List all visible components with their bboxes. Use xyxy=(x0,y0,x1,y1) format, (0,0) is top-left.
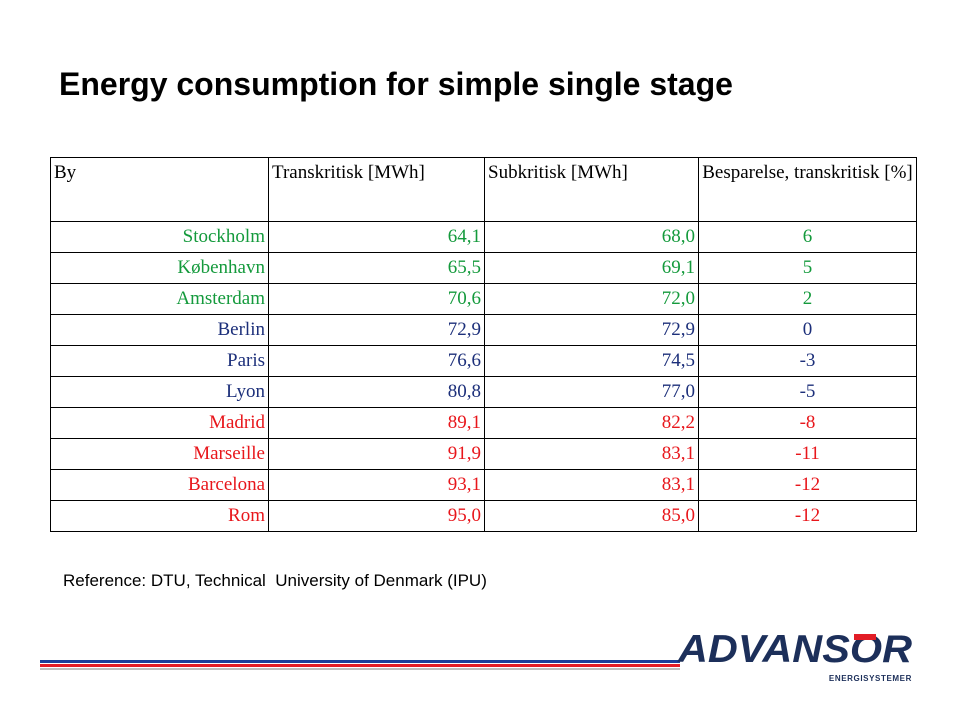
cell-besparelse: 2 xyxy=(698,283,917,315)
cell-transkritisk: 72,9 xyxy=(268,314,485,346)
footer-line-gray xyxy=(40,668,680,670)
table-row: Madrid 89,1 82,2 -8 xyxy=(50,407,917,439)
cell-city: København xyxy=(50,252,269,284)
cell-transkritisk: 76,6 xyxy=(268,345,485,377)
cell-subkritisk: 85,0 xyxy=(484,500,699,532)
table-row: Stockholm 64,1 68,0 6 xyxy=(50,221,917,253)
table-row: Berlin 72,9 72,9 0 xyxy=(50,314,917,346)
logo-wordmark: ADVANSOR xyxy=(677,628,912,671)
cell-subkritisk: 74,5 xyxy=(484,345,699,377)
cell-city: Lyon xyxy=(50,376,269,408)
cell-subkritisk: 83,1 xyxy=(484,469,699,501)
cell-besparelse: -8 xyxy=(698,407,917,439)
cell-subkritisk: 83,1 xyxy=(484,438,699,470)
header-city: By xyxy=(50,157,269,222)
energy-table: By Transkritisk [MWh] Subkritisk [MWh] B… xyxy=(50,157,917,532)
cell-besparelse: -11 xyxy=(698,438,917,470)
cell-besparelse: -12 xyxy=(698,469,917,501)
cell-transkritisk: 65,5 xyxy=(268,252,485,284)
cell-subkritisk: 72,9 xyxy=(484,314,699,346)
cell-subkritisk: 82,2 xyxy=(484,407,699,439)
table-header-row: By Transkritisk [MWh] Subkritisk [MWh] B… xyxy=(50,157,917,222)
cell-city: Stockholm xyxy=(50,221,269,253)
cell-transkritisk: 95,0 xyxy=(268,500,485,532)
cell-transkritisk: 93,1 xyxy=(268,469,485,501)
advansor-logo: ADVANSOR ENERGISYSTEMER xyxy=(677,628,912,683)
header-besparelse: Besparelse, transkritisk [%] xyxy=(698,157,917,222)
cell-city: Rom xyxy=(50,500,269,532)
header-transkritisk: Transkritisk [MWh] xyxy=(268,157,485,222)
cell-transkritisk: 80,8 xyxy=(268,376,485,408)
table-row: Barcelona 93,1 83,1 -12 xyxy=(50,469,917,501)
cell-transkritisk: 70,6 xyxy=(268,283,485,315)
cell-subkritisk: 72,0 xyxy=(484,283,699,315)
reference-note: Reference: DTU, Technical University of … xyxy=(63,571,487,590)
slide-title: Energy consumption for simple single sta… xyxy=(59,66,733,102)
table-row: Lyon 80,8 77,0 -5 xyxy=(50,376,917,408)
table-row: Amsterdam 70,6 72,0 2 xyxy=(50,283,917,315)
cell-subkritisk: 69,1 xyxy=(484,252,699,284)
header-subkritisk: Subkritisk [MWh] xyxy=(484,157,699,222)
cell-subkritisk: 68,0 xyxy=(484,221,699,253)
cell-besparelse: -12 xyxy=(698,500,917,532)
cell-city: Barcelona xyxy=(50,469,269,501)
cell-besparelse: -3 xyxy=(698,345,917,377)
cell-transkritisk: 64,1 xyxy=(268,221,485,253)
cell-subkritisk: 77,0 xyxy=(484,376,699,408)
cell-city: Berlin xyxy=(50,314,269,346)
logo-red-accent xyxy=(854,634,876,640)
table-row: Paris 76,6 74,5 -3 xyxy=(50,345,917,377)
cell-transkritisk: 91,9 xyxy=(268,438,485,470)
table-row: Marseille 91,9 83,1 -11 xyxy=(50,438,917,470)
cell-city: Paris xyxy=(50,345,269,377)
cell-city: Marseille xyxy=(50,438,269,470)
footer-line-blue xyxy=(40,660,680,663)
table-row: København 65,5 69,1 5 xyxy=(50,252,917,284)
cell-besparelse: 5 xyxy=(698,252,917,284)
table-row: Rom 95,0 85,0 -12 xyxy=(50,500,917,532)
cell-besparelse: 6 xyxy=(698,221,917,253)
logo-subtext: ENERGISYSTEMER xyxy=(829,674,912,683)
cell-transkritisk: 89,1 xyxy=(268,407,485,439)
cell-besparelse: -5 xyxy=(698,376,917,408)
cell-city: Amsterdam xyxy=(50,283,269,315)
footer-line-red xyxy=(40,664,680,667)
cell-city: Madrid xyxy=(50,407,269,439)
cell-besparelse: 0 xyxy=(698,314,917,346)
